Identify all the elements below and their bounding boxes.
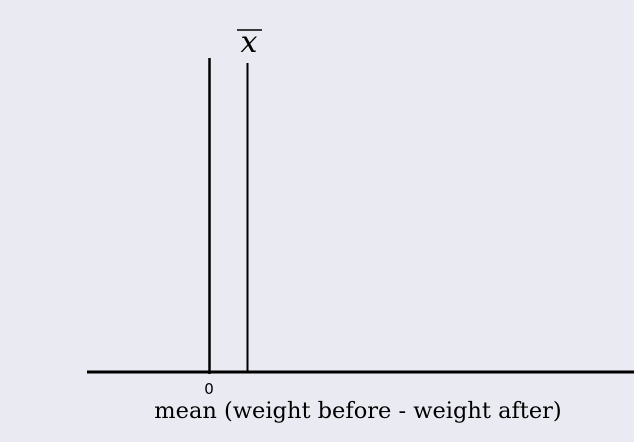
x-axis-label: mean (weight before - weight after) [154,398,561,424]
tick-label-zero: 0 [204,380,214,398]
sample-mean-label: x [241,25,258,60]
